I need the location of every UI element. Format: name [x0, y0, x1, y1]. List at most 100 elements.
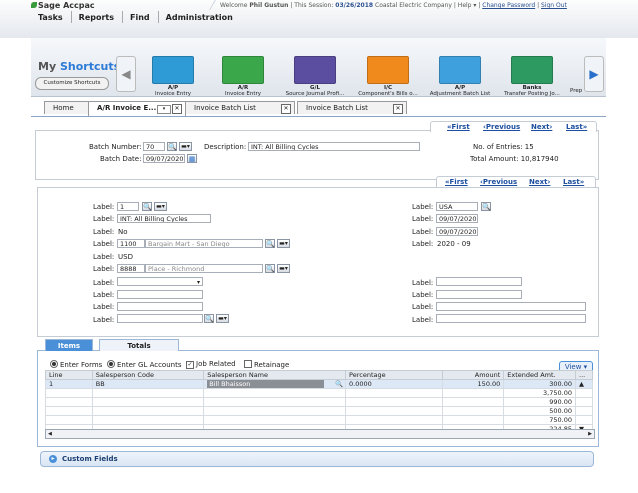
text-field[interactable] — [117, 302, 203, 311]
table-row[interactable]: 1 BB Bill Bhaisson 🔍 0.0000 150.00 300.00… — [45, 379, 593, 389]
navigator-icon[interactable]: ▬▾ — [277, 239, 290, 248]
batch-finder-button[interactable]: 🔍 — [167, 142, 177, 151]
entry-previous-link[interactable]: ‹Previous — [480, 178, 518, 186]
dropdown-field[interactable]: ▾ — [117, 277, 203, 286]
tab-menu-icon[interactable]: ▾ — [157, 105, 171, 114]
menu-tasks[interactable]: Tasks — [31, 11, 72, 23]
text-field[interactable] — [436, 277, 522, 286]
cell-extended[interactable]: 300.00 — [503, 379, 576, 389]
cell-percentage[interactable]: 0.0000 — [345, 379, 443, 389]
table-row[interactable]: 500.00 — [45, 406, 593, 416]
shortcut-ar-invoice-entry[interactable]: A/R Invoice Entry — [207, 56, 279, 97]
horizontal-scrollbar[interactable]: ◀ ▶ — [45, 429, 595, 439]
entry-first-link[interactable]: «First — [445, 178, 468, 186]
document-date-field[interactable]: 09/07/2020 — [436, 214, 478, 223]
column-percentage[interactable]: Percentage — [345, 370, 443, 380]
close-icon[interactable]: ✕ — [393, 104, 403, 114]
batch-navigator-button[interactable]: ▬▾ — [179, 142, 192, 151]
batch-date-field[interactable]: 09/07/2020 — [143, 154, 185, 163]
tab-items[interactable]: Items — [45, 339, 93, 351]
tab-ar-invoice-entry[interactable]: A/R Invoice E... ▾ ✕ — [88, 101, 186, 116]
column-line[interactable]: Line — [45, 370, 93, 380]
posting-date-field[interactable]: 09/07/2020 — [436, 227, 478, 236]
batch-next-link[interactable]: Next› — [531, 123, 553, 131]
cell-extended[interactable]: 500.00 — [503, 406, 576, 416]
help-menu[interactable]: | Help ▾ | — [453, 2, 481, 9]
shortcut-ic-components[interactable]: I/C Component's Bills o... — [352, 56, 424, 97]
retainage-checkbox[interactable]: Retainage — [244, 360, 289, 369]
calendar-icon[interactable]: ▦ — [187, 154, 197, 163]
cell-extended[interactable]: 3,750.00 — [503, 388, 576, 398]
enter-forms-radio[interactable]: Enter Forms — [50, 360, 102, 369]
shortcuts-prev-button[interactable]: ◀ — [116, 56, 136, 92]
scroll-up-icon[interactable]: ▲ — [575, 379, 593, 389]
navigator-icon[interactable]: ▬▾ — [277, 264, 290, 273]
navigator-icon[interactable]: ▬▾ — [154, 202, 167, 211]
batch-previous-link[interactable]: ‹Previous — [483, 123, 521, 131]
shortcut-ap-invoice-entry[interactable]: A/P Invoice Entry — [137, 56, 209, 97]
cell-amount[interactable]: 150.00 — [441, 379, 505, 389]
batch-first-link[interactable]: «First — [447, 123, 470, 131]
search-icon[interactable]: 🔍 — [265, 264, 275, 273]
menu-administration[interactable]: Administration — [165, 13, 233, 22]
batch-last-link[interactable]: Last» — [566, 123, 588, 131]
expand-icon[interactable]: ▸ — [49, 455, 57, 463]
table-row[interactable]: 990.00 — [45, 397, 593, 407]
menu-find[interactable]: Find — [123, 11, 159, 23]
customize-shortcuts-button[interactable]: Customize Shortcuts — [35, 77, 109, 90]
text-field[interactable] — [436, 302, 586, 311]
radio-icon[interactable] — [107, 360, 115, 368]
column-salesperson-code[interactable]: Salesperson Code — [91, 370, 205, 380]
cell-extended[interactable]: 990.00 — [503, 397, 576, 407]
shortcut-ap-adjustment-batch[interactable]: A/P Adjustment Batch List — [424, 56, 496, 97]
text-field[interactable] — [436, 290, 522, 299]
sign-out-link[interactable]: Sign Out — [541, 2, 567, 9]
batch-number-field[interactable]: 70 — [143, 142, 165, 151]
menu-reports[interactable]: Reports — [72, 11, 124, 23]
table-row[interactable]: 750.00 — [45, 415, 593, 425]
text-field[interactable] — [436, 314, 586, 323]
column-extended-amt[interactable]: Extended Amt. — [503, 370, 576, 380]
job-related-checkbox[interactable]: ✓ Job Related — [186, 360, 236, 369]
description-field[interactable]: INT: All Billing Cycles — [248, 142, 420, 151]
text-field[interactable] — [117, 290, 203, 299]
enter-gl-accounts-radio[interactable]: Enter GL Accounts — [107, 360, 181, 369]
search-icon[interactable]: 🔍 — [265, 239, 275, 248]
text-field[interactable] — [117, 314, 203, 323]
change-password-link[interactable]: Change Password — [482, 2, 536, 9]
tab-invoice-batch-list-2[interactable]: Invoice Batch List ✕ — [297, 101, 407, 114]
country-field[interactable]: USA — [436, 202, 478, 211]
checkbox-icon[interactable] — [244, 360, 252, 368]
batch-desc-field[interactable]: INT: All Billing Cycles — [117, 214, 211, 223]
customer-number-field[interactable]: 1 — [117, 202, 139, 211]
shortcut-banks-transfer[interactable]: Banks Transfer Posting Jo... — [496, 56, 568, 97]
close-icon[interactable]: ✕ — [281, 104, 291, 114]
tab-invoice-batch-list-1[interactable]: Invoice Batch List ✕ — [185, 101, 295, 114]
shortcuts-next-button[interactable]: ▶ — [584, 56, 604, 92]
column-more[interactable]: ... — [575, 370, 593, 380]
column-amount[interactable]: Amount — [441, 370, 505, 380]
search-icon[interactable]: 🔍 — [334, 380, 344, 388]
entry-last-link[interactable]: Last» — [563, 178, 585, 186]
search-icon[interactable]: 🔍 — [142, 202, 152, 211]
cell-code[interactable]: BB — [91, 379, 205, 389]
column-salesperson-name[interactable]: Salesperson Name — [203, 370, 347, 380]
tab-home[interactable]: Home — [44, 101, 90, 114]
custom-fields-bar[interactable]: ▸ Custom Fields — [40, 451, 594, 467]
close-icon[interactable]: ✕ — [172, 104, 182, 114]
cell-extended[interactable]: 750.00 — [503, 415, 576, 425]
shortcut-gl-source-journal[interactable]: G/L Source Journal Profi... — [279, 56, 351, 97]
checkbox-icon[interactable]: ✓ — [186, 361, 194, 369]
cell-name[interactable]: Bill Bhaisson 🔍 — [203, 379, 347, 389]
ship-to-code-field[interactable]: 8888 — [117, 264, 145, 273]
shortcut-prep-truncated[interactable]: Prep — [570, 88, 583, 94]
table-row[interactable]: 3,750.00 — [45, 388, 593, 398]
navigator-icon[interactable]: ▬▾ — [216, 314, 229, 323]
cell-line[interactable]: 1 — [45, 379, 93, 389]
radio-icon[interactable] — [50, 360, 58, 368]
search-icon[interactable]: 🔍 — [204, 314, 214, 323]
entry-next-link[interactable]: Next› — [529, 178, 551, 186]
search-icon[interactable]: 🔍 — [481, 202, 491, 211]
customer-code-field[interactable]: 1100 — [117, 239, 145, 248]
tab-totals[interactable]: Totals — [99, 339, 179, 351]
